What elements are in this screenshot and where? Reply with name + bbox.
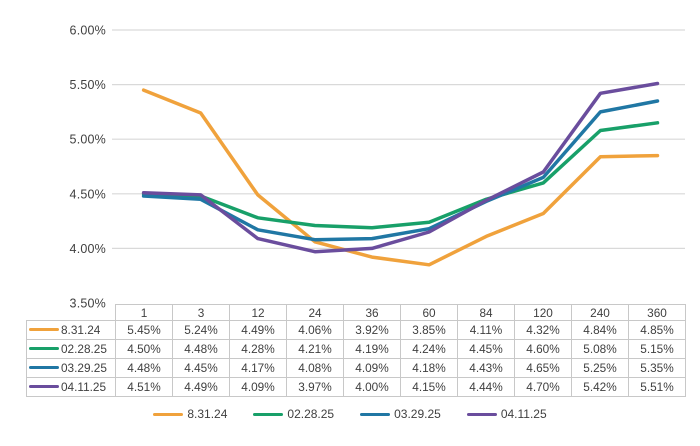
table-row: 02.28.25 4.50% 4.48% 4.28% 4.21% 4.19% 4.24% 4.… <box>26 339 686 359</box>
table-value-cell: 3.97% <box>286 377 344 397</box>
table-value-cell: 4.06% <box>286 320 344 340</box>
table-value-cell: 4.28% <box>229 339 287 359</box>
legend-item: 8.31.24 <box>153 407 227 421</box>
legend-label: 02.28.25 <box>287 407 335 421</box>
table-value-cell: 4.08% <box>286 358 344 378</box>
table-value-cell: 4.50% <box>115 339 173 359</box>
y-axis-tick-label: 4.50% <box>70 187 106 201</box>
table-value-cell: 4.19% <box>343 339 401 359</box>
maturity-column-header: 12 <box>229 304 287 321</box>
table-value-cell: 4.43% <box>457 358 515 378</box>
maturity-column-header: 360 <box>628 304 686 321</box>
maturity-column-header: 240 <box>571 304 629 321</box>
chart-data-table: 1 3 12 24 36 60 84 120 240 360 8.31.24 5.45% 5.24% 4.… <box>26 304 686 397</box>
table-value-cell: 4.60% <box>514 339 572 359</box>
table-value-cell: 4.24% <box>400 339 458 359</box>
table-value-cell: 5.35% <box>628 358 686 378</box>
series-label: 02.28.25 <box>61 342 107 356</box>
table-value-cell: 3.92% <box>343 320 401 340</box>
series-label-cell: 02.28.25 <box>26 339 116 359</box>
maturity-column-header: 60 <box>400 304 458 321</box>
y-axis-tick-label: 3.50% <box>70 297 106 311</box>
maturity-column-header: 1 <box>115 304 173 321</box>
table-value-cell: 4.51% <box>115 377 173 397</box>
series-key-line <box>29 347 59 351</box>
series-key-line <box>29 366 59 370</box>
legend-key-line <box>253 412 284 416</box>
table-value-cell: 4.18% <box>400 358 458 378</box>
series-line-02.28.25 <box>141 121 660 230</box>
maturity-column-header: 120 <box>514 304 572 321</box>
table-value-cell: 4.09% <box>229 377 287 397</box>
series-label: 04.11.25 <box>61 380 107 394</box>
series-label: 03.29.25 <box>61 361 107 375</box>
series-label-cell: 8.31.24 <box>26 320 116 340</box>
y-axis-tick-label: 5.50% <box>70 78 106 92</box>
series-key-line <box>29 385 59 389</box>
table-value-cell: 5.08% <box>571 339 629 359</box>
table-value-cell: 5.15% <box>628 339 686 359</box>
table-corner-cell <box>27 305 116 321</box>
table-header-row: 1 3 12 24 36 60 84 120 240 360 <box>27 304 686 321</box>
y-axis-tick-label: 4.00% <box>70 242 106 256</box>
maturity-column-header: 3 <box>172 304 230 321</box>
table-value-cell: 4.65% <box>514 358 572 378</box>
table-value-cell: 4.45% <box>172 358 230 378</box>
table-row: 04.11.25 4.51% 4.49% 4.09% 3.97% 4.00% 4.15% 4.… <box>26 377 686 397</box>
table-value-cell: 5.51% <box>628 377 686 397</box>
table-value-cell: 5.25% <box>571 358 629 378</box>
legend-key-line <box>466 412 497 416</box>
maturity-column-header: 84 <box>457 304 515 321</box>
table-value-cell: 4.17% <box>229 358 287 378</box>
table-value-cell: 4.09% <box>343 358 401 378</box>
table-value-cell: 4.49% <box>172 377 230 397</box>
legend-label: 8.31.24 <box>187 407 228 421</box>
table-value-cell: 4.45% <box>457 339 515 359</box>
table-value-cell: 4.49% <box>229 320 287 340</box>
legend-item: 04.11.25 <box>466 407 547 421</box>
y-axis-tick-label: 6.00% <box>70 24 106 38</box>
series-label: 8.31.24 <box>61 323 101 337</box>
table-value-cell: 4.84% <box>571 320 629 340</box>
table-value-cell: 4.48% <box>115 358 173 378</box>
series-line-04.11.25 <box>141 81 660 254</box>
table-value-cell: 5.45% <box>115 320 173 340</box>
legend-item: 03.29.25 <box>360 407 441 421</box>
y-axis-tick-label: 5.00% <box>70 133 106 147</box>
table-value-cell: 4.70% <box>514 377 572 397</box>
table-value-cell: 4.44% <box>457 377 515 397</box>
series-label-cell: 03.29.25 <box>26 358 116 378</box>
series-key-line <box>29 328 59 332</box>
series-line-8.31.24 <box>141 88 660 267</box>
legend-key-line <box>360 412 391 416</box>
maturity-column-header: 36 <box>343 304 401 321</box>
table-value-cell: 4.48% <box>172 339 230 359</box>
legend-item: 02.28.25 <box>253 407 334 421</box>
table-value-cell: 4.32% <box>514 320 572 340</box>
table-value-cell: 4.15% <box>400 377 458 397</box>
legend-key-line <box>153 412 184 416</box>
legend-label: 04.11.25 <box>500 407 547 421</box>
table-value-cell: 5.24% <box>172 320 230 340</box>
table-value-cell: 5.42% <box>571 377 629 397</box>
table-value-cell: 3.85% <box>400 320 458 340</box>
table-value-cell: 4.00% <box>343 377 401 397</box>
table-row: 8.31.24 5.45% 5.24% 4.49% 4.06% 3.92% 3.85% 4.1… <box>26 320 686 340</box>
legend-label: 03.29.25 <box>394 407 441 421</box>
maturity-column-header: 24 <box>286 304 344 321</box>
series-label-cell: 04.11.25 <box>26 377 116 397</box>
table-value-cell: 4.21% <box>286 339 344 359</box>
table-row: 03.29.25 4.48% 4.45% 4.17% 4.08% 4.09% 4.18% 4.… <box>26 358 686 378</box>
table-value-cell: 4.85% <box>628 320 686 340</box>
table-value-cell: 4.11% <box>457 320 515 340</box>
chart-legend: 8.31.24 02.28.25 03.29.25 04.11.25 <box>0 404 700 424</box>
